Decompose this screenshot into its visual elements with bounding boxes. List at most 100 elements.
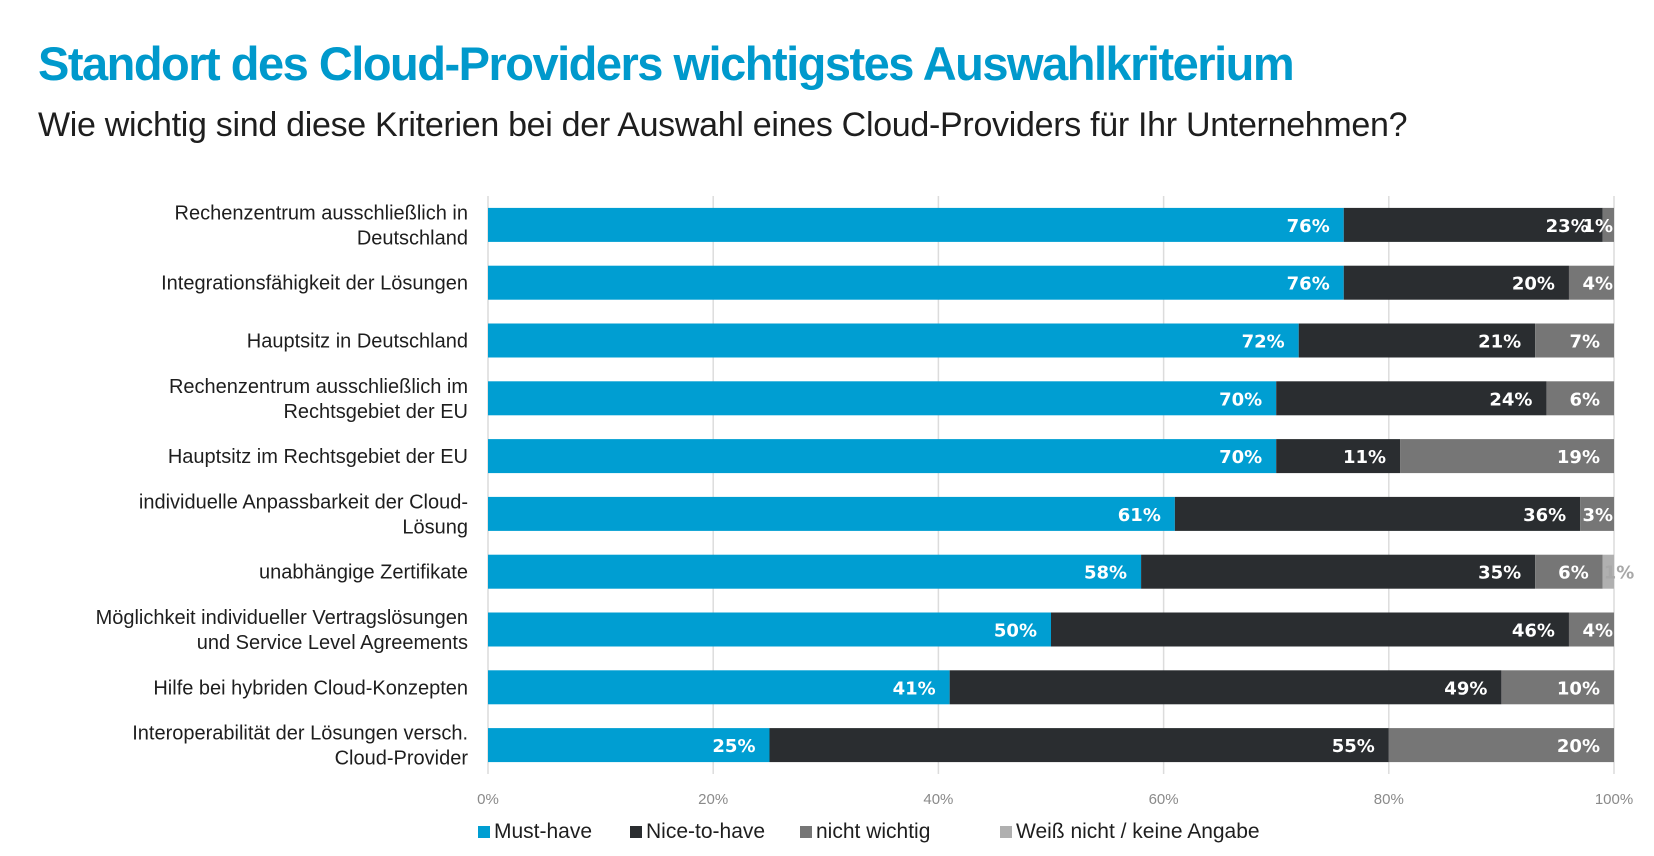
data-label: 1%: [1604, 563, 1635, 584]
bar-segment-nicht-wichtig: [1568, 612, 1614, 647]
bar-row: 50% 46% 4%: [488, 612, 1614, 647]
data-label: 46%: [1512, 621, 1555, 642]
data-label: 35%: [1478, 563, 1521, 584]
legend-label: Weiß nicht / keine Angabe: [1016, 820, 1260, 843]
chart-title: Standort des Cloud-Providers wichtigstes…: [38, 37, 1295, 90]
legend-swatch: [630, 826, 642, 838]
data-label: 76%: [1287, 216, 1330, 237]
category-label: Hauptsitz in Deutschland: [247, 331, 468, 353]
bar-segment-must-have: [488, 265, 1344, 300]
bar-segment-nice-to-have: [769, 728, 1389, 763]
bar-segment-nicht-wichtig: [1580, 496, 1614, 531]
data-label: 49%: [1444, 678, 1487, 699]
bar-segment-must-have: [488, 554, 1142, 589]
data-label: 4%: [1582, 621, 1613, 642]
data-label: 36%: [1523, 505, 1566, 526]
data-label: 7%: [1569, 332, 1600, 353]
legend-item: Weiß nicht / keine Angabe: [1000, 820, 1260, 844]
x-tick-label: 40%: [923, 791, 953, 808]
legend-swatch: [1000, 826, 1012, 838]
bar-segment-nice-to-have: [1174, 496, 1581, 531]
data-label: 20%: [1557, 736, 1600, 757]
data-label: 24%: [1489, 389, 1532, 410]
category-label: Rechenzentrum ausschließlich in: [175, 202, 468, 224]
data-label: 21%: [1478, 332, 1521, 353]
bar-segment-nice-to-have: [1343, 207, 1603, 242]
bar-segment-nicht-wichtig: [1535, 323, 1614, 358]
category-label: Cloud-Provider: [335, 748, 469, 770]
bar-row: 72% 21% 7%: [488, 323, 1614, 358]
bar-segment-nicht-wichtig: [1400, 439, 1614, 474]
data-label: 4%: [1582, 274, 1613, 295]
legend-label: Nice-to-have: [646, 820, 766, 843]
legend-swatch: [800, 826, 812, 838]
data-label: 20%: [1512, 274, 1555, 295]
category-label: Hauptsitz im Rechtsgebiet der EU: [168, 446, 468, 468]
x-axis-ticks: 0% 20% 40% 60% 80% 100%: [477, 791, 1633, 808]
legend-item: nicht wichtig: [800, 820, 930, 844]
data-label: 10%: [1557, 678, 1600, 699]
bar-segment-nicht-wichtig: [1535, 554, 1603, 589]
bar-segment-nicht-wichtig: [1388, 728, 1614, 763]
bar-segment-must-have: [488, 207, 1344, 242]
bar-segment-nice-to-have: [1298, 323, 1536, 358]
bar-row: 58% 35% 6% 1%: [488, 554, 1635, 589]
category-label: Integrationsfähigkeit der Lösungen: [161, 273, 468, 295]
x-tick-label: 60%: [1149, 791, 1179, 808]
data-label: 25%: [712, 736, 755, 757]
x-tick-label: 20%: [698, 791, 728, 808]
legend-label: nicht wichtig: [816, 820, 931, 843]
data-label: 55%: [1332, 736, 1375, 757]
data-label: 3%: [1582, 505, 1613, 526]
bar-segment-nicht-wichtig: [1501, 670, 1614, 705]
data-label: 70%: [1219, 389, 1262, 410]
x-tick-label: 80%: [1374, 791, 1404, 808]
legend-swatch: [478, 826, 490, 838]
data-label: 6%: [1558, 563, 1589, 584]
data-label: 76%: [1287, 274, 1330, 295]
bar-segment-must-have: [488, 728, 770, 763]
data-label: 11%: [1343, 447, 1386, 468]
bar-segment-must-have: [488, 381, 1277, 416]
bar-row: 76% 20% 4%: [488, 265, 1614, 300]
data-label: 50%: [994, 621, 1037, 642]
category-label: Möglichkeit individueller Vertragslösung…: [96, 607, 468, 629]
category-label: Hilfe bei hybriden Cloud-Konzepten: [153, 677, 468, 699]
data-label: 72%: [1242, 332, 1285, 353]
bar-row: 61% 36% 3%: [488, 496, 1614, 531]
bar-segment-nicht-wichtig: [1602, 207, 1614, 242]
bar-segment-must-have: [488, 323, 1299, 358]
category-label: unabhängige Zertifikate: [259, 562, 468, 584]
bar-row: 70% 24% 6%: [488, 381, 1614, 416]
legend-label: Must-have: [494, 820, 593, 843]
data-label: 1%: [1582, 216, 1613, 237]
data-label: 6%: [1569, 389, 1600, 410]
data-label: 23%: [1546, 216, 1589, 237]
data-label: 19%: [1557, 447, 1600, 468]
bars: 76% 23%1%76% 20% 4%72% 21% 7%70% 24% 6%70% 11% 19…: [488, 207, 1635, 763]
data-label: 61%: [1118, 505, 1161, 526]
data-label: 41%: [893, 678, 936, 699]
bar-row: 41% 49% 10%: [488, 670, 1614, 705]
x-tick-label: 0%: [477, 791, 499, 808]
bar-segment-nicht-wichtig: [1546, 381, 1614, 416]
category-label: individuelle Anpassbarkeit der Cloud-: [139, 491, 468, 513]
bar-segment-wei-nicht-keine-angabe: [1602, 554, 1614, 589]
bar-segment-must-have: [488, 496, 1175, 531]
legend-item: Nice-to-have: [630, 820, 765, 844]
bar-segment-nice-to-have: [949, 670, 1502, 705]
bar-segment-nice-to-have: [1343, 265, 1569, 300]
bar-segment-nice-to-have: [1141, 554, 1536, 589]
bar-row: 76% 23%1%: [488, 207, 1614, 242]
bar-row: 25% 55% 20%: [488, 728, 1614, 763]
bar-segment-must-have: [488, 612, 1051, 647]
bar-segment-nice-to-have: [1051, 612, 1569, 647]
legend-item: Must-have: [478, 820, 592, 844]
x-tick-label: 100%: [1595, 791, 1633, 808]
data-label: 58%: [1084, 563, 1127, 584]
category-label: Deutschland: [357, 227, 468, 249]
bar-segment-must-have: [488, 439, 1277, 474]
category-label: Lösung: [402, 516, 468, 538]
category-label: Rechenzentrum ausschließlich im: [169, 376, 468, 398]
